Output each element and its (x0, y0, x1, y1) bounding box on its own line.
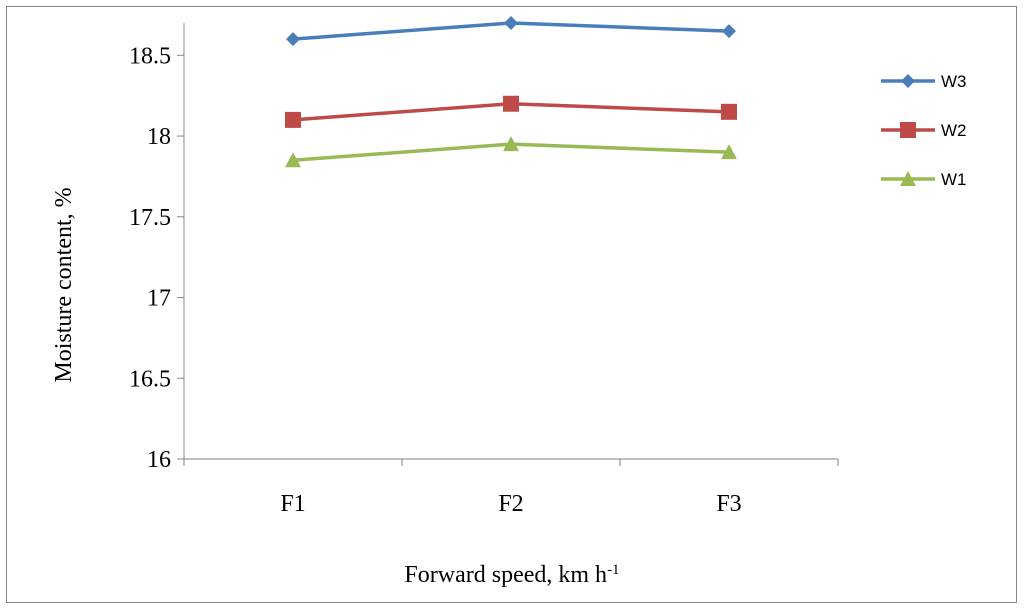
data-point-w1 (503, 136, 519, 152)
data-point-w3 (504, 16, 518, 30)
x-axis-title-text: Forward speed, km h (404, 562, 607, 588)
legend-label: W2 (941, 121, 967, 140)
y-ticks: 16 16.5 17 17.5 18 18.5 (129, 43, 184, 473)
legend-item-w1: W1 (881, 170, 967, 189)
y-tick-label: 18.5 (129, 43, 171, 69)
legend-label: W3 (941, 72, 967, 91)
legend-item-w2: W2 (881, 121, 967, 140)
data-point-w3 (286, 32, 300, 47)
axes (183, 23, 838, 460)
data-point-w3 (722, 24, 736, 39)
x-tick-label: F3 (716, 491, 741, 517)
data-point-w1 (285, 152, 301, 168)
legend-swatch-marker (900, 171, 916, 186)
x-ticks: F1 F2 F3 (183, 459, 839, 517)
series-lines (285, 16, 737, 168)
y-tick-label: 17.5 (129, 205, 171, 231)
legend-swatch-marker (901, 74, 915, 88)
legend-label: W1 (941, 170, 967, 189)
legend-item-w3: W3 (881, 72, 967, 91)
x-axis-title: Forward speed, km h-1 (404, 562, 619, 588)
y-axis-title: Moisture content, % (51, 187, 77, 382)
y-tick-label: 16 (147, 447, 171, 473)
legend: W3 W2 W1 (881, 72, 967, 189)
y-tick-label: 16.5 (129, 366, 171, 392)
x-tick-label: F2 (498, 491, 523, 517)
data-point-w2 (285, 111, 301, 128)
data-point-w1 (721, 144, 737, 160)
legend-swatch-marker (900, 122, 916, 138)
data-point-w2 (721, 103, 737, 120)
y-tick-label: 17 (147, 286, 171, 312)
x-tick-label: F1 (280, 491, 305, 517)
x-axis-title-superscript: -1 (607, 562, 620, 578)
data-point-w2 (503, 95, 519, 112)
y-tick-label: 18 (147, 124, 171, 150)
